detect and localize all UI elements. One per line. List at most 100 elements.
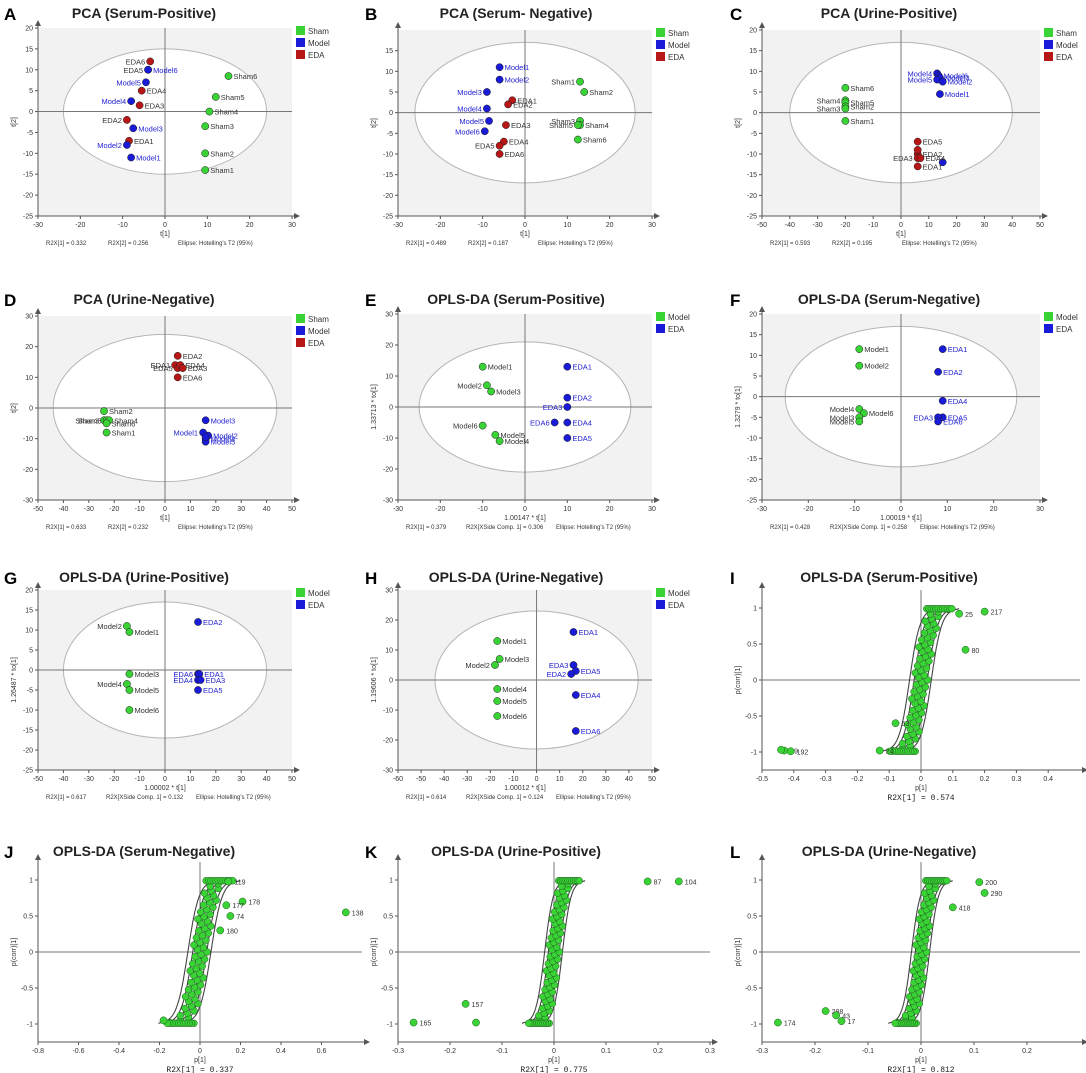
splot-point — [903, 732, 911, 741]
x-tick-label: -60 — [393, 776, 403, 783]
data-point — [478, 362, 487, 371]
outlier-label: 418 — [959, 905, 971, 912]
panel-b: B PCA (Serum- Negative) -30 -20 -10 0 10 20 30 -2… — [365, 5, 690, 247]
data-point — [129, 124, 138, 133]
legend-swatch — [656, 324, 665, 333]
data-point — [550, 418, 559, 427]
x-tick-label: -10 — [508, 776, 518, 783]
x-tick-label: -20 — [75, 222, 85, 229]
y-tick-label: 0.5 — [23, 914, 33, 921]
point-label: Model4 — [502, 685, 527, 694]
footer-text: R2X[1] = 0.593 — [770, 241, 811, 247]
footer-text: Ellipse: Hotelling's T2 (95%) — [556, 795, 631, 801]
x-axis-label: 1.00147 * t[1] — [504, 515, 546, 522]
footer-text: R2X[XSide Comp. 1] = 0.306 — [466, 525, 544, 531]
data-point — [123, 116, 131, 124]
x-axis-label: t[1] — [160, 515, 170, 522]
point-label: EDA1 — [572, 363, 592, 372]
point-label: Model6 — [153, 66, 178, 75]
x-tick-label: -10 — [135, 506, 145, 513]
splot-point — [181, 993, 190, 1001]
y-tick-label: -20 — [23, 748, 33, 755]
panel-letter: E — [365, 291, 376, 310]
point-label: Model3 — [945, 74, 970, 83]
panel-title: OPLS-DA (Serum-Positive) — [800, 569, 978, 585]
y-tick-label: -25 — [747, 498, 757, 505]
outlier-label: 119 — [234, 879, 245, 886]
point-label: Model2 — [97, 141, 122, 150]
legend-swatch — [296, 38, 305, 47]
legend-label: EDA — [1056, 53, 1073, 62]
y-tick-label: 0.5 — [747, 642, 757, 649]
point-label: EDA1 — [578, 628, 598, 637]
outlier-point — [821, 1007, 830, 1015]
data-point — [224, 72, 233, 80]
legend-swatch — [656, 28, 665, 37]
footer-text: R2X[1] = 0.379 — [406, 525, 447, 531]
y-tick-label: -20 — [747, 477, 757, 484]
point-label: Model4 — [457, 105, 482, 114]
outlier-point — [980, 889, 989, 897]
y-tick-label: 5 — [29, 648, 33, 655]
x-tick-label: 40 — [263, 776, 271, 783]
point-label: Sham3 — [551, 117, 575, 126]
y-tick-label: 0 — [389, 678, 393, 685]
outlier-point — [341, 908, 350, 917]
x-axis-label: p[1] — [915, 785, 927, 792]
data-point — [563, 403, 572, 411]
x-tick-label: 50 — [648, 776, 656, 783]
point-label: Sham2 — [109, 407, 133, 416]
data-point — [495, 150, 504, 158]
splot-density-line — [888, 880, 935, 1024]
legend-label: Model — [668, 313, 690, 322]
point-label: Sham1 — [850, 117, 874, 126]
point-label: EDA4 — [948, 397, 968, 406]
x-tick-label: -30 — [84, 506, 94, 513]
y-tick-label: 15 — [385, 48, 393, 55]
splot-point — [948, 605, 956, 613]
y-tick-label: -25 — [23, 214, 33, 221]
y-axis-arrow — [35, 20, 41, 26]
legend-swatch — [296, 600, 305, 609]
legend-label: EDA — [308, 339, 325, 348]
point-label: Model6 — [134, 706, 159, 715]
panel-i: I OPLS-DA (Serum-Positive) -0.5 -0.4 -0.3 -0.… — [730, 569, 1086, 803]
point-label: EDA2 — [923, 150, 943, 159]
footer-text: R2X[2] = 0.187 — [468, 241, 509, 247]
y-tick-label: -30 — [23, 498, 33, 505]
x-tick-label: 0 — [523, 506, 527, 513]
footer-text: Ellipse: Hotelling's T2 (95%) — [902, 241, 977, 247]
y-tick-label: 10 — [25, 67, 33, 74]
data-point — [913, 137, 922, 146]
y-tick-label: 15 — [749, 332, 757, 339]
x-axis-label: t[1] — [520, 231, 530, 238]
data-point — [569, 628, 578, 636]
data-point — [563, 393, 572, 402]
x-tick-label: -30 — [84, 776, 94, 783]
data-point — [913, 162, 922, 171]
x-tick-label: -0.4 — [113, 1048, 125, 1055]
x-tick-label: 0 — [163, 506, 167, 513]
y-tick-label: 20 — [749, 28, 757, 35]
point-label: Model1 — [505, 63, 530, 72]
splot-point — [898, 739, 907, 748]
outlier-point — [159, 1016, 168, 1025]
point-label: Sham5 — [221, 93, 245, 102]
legend-label: EDA — [668, 53, 685, 62]
x-axis-arrow — [1082, 1039, 1086, 1045]
x-tick-label: 20 — [246, 222, 254, 229]
y-tick-label: -25 — [23, 768, 33, 775]
panel-title: OPLS-DA (Serum-Negative) — [53, 843, 235, 859]
data-point — [493, 697, 502, 705]
x-tick-label: 0 — [163, 222, 167, 229]
panel-letter: G — [4, 569, 17, 588]
data-point — [173, 373, 182, 382]
point-label: EDA5 — [572, 434, 592, 443]
panel-title: OPLS-DA (Urine-Negative) — [429, 569, 604, 585]
data-point — [916, 154, 925, 162]
point-label: Model5 — [908, 76, 933, 85]
legend-swatch — [656, 312, 665, 321]
outlier-label: 177 — [232, 903, 244, 910]
y-tick-label: -10 — [383, 152, 393, 159]
legend-label: Model — [308, 589, 330, 598]
